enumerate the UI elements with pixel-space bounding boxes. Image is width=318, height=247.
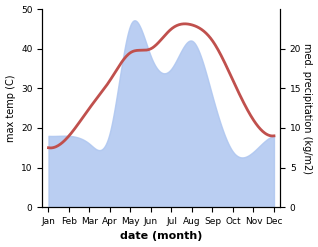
Y-axis label: max temp (C): max temp (C) — [5, 74, 16, 142]
X-axis label: date (month): date (month) — [120, 231, 203, 242]
Y-axis label: med. precipitation (kg/m2): med. precipitation (kg/m2) — [302, 43, 313, 174]
